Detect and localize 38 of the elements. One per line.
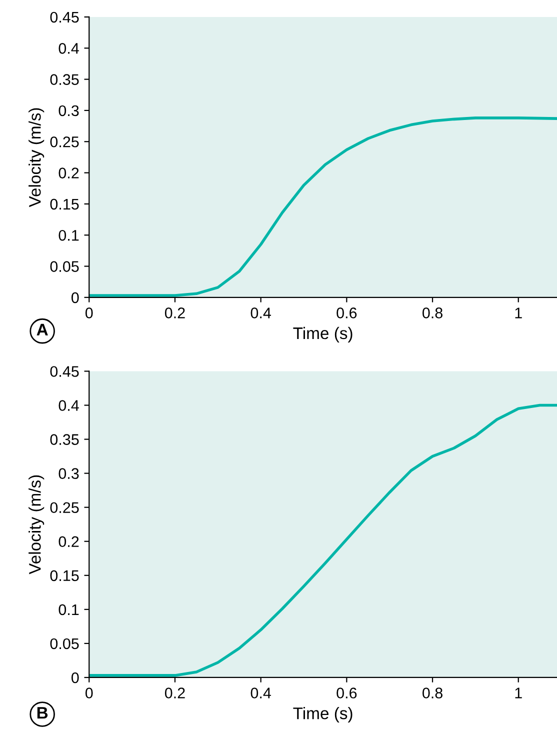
x-tick-label: 1 [515,688,522,698]
y-tick-label: 0.25 [50,502,79,514]
y-tick-label: 0 [72,292,79,304]
x-tick-label: 0 [85,308,93,318]
text: A [36,324,48,336]
x-tick-label: 1 [515,308,522,318]
x-tick-label: 0.6 [336,688,357,698]
y-tick-label: 0.35 [50,434,79,445]
y-tick-label: 0.35 [50,74,79,85]
y-tick-label: 0.05 [50,261,79,272]
y-tick-label: 0.2 [58,536,79,548]
x-tick-label: 0.8 [422,688,442,698]
x-tick-label: 0.2 [164,308,185,318]
y-tick-label: 0.25 [50,136,79,148]
y-tick-label: 0.2 [58,168,79,178]
x-tick-label: 0.6 [336,308,357,318]
x-tick-label: 0.8 [422,308,442,318]
y-tick-label: 0.1 [58,230,79,241]
y-tick-label: 0.3 [58,468,79,479]
y-tick-label: 0.4 [58,43,79,54]
x-tick-label: 0.4 [250,308,271,318]
text: B [37,707,48,719]
y-tick-label: 0 [72,672,79,684]
x-tick-label: 0.4 [250,688,271,698]
y-axis-title: Velocity (m/s) [28,108,44,208]
y-tick-label: 0.1 [58,604,79,616]
x-axis-title: Time (s) [293,707,352,723]
y-tick-label: 0.4 [58,400,79,411]
x-tick-label: 0.2 [164,688,185,698]
y-tick-label: 0.15 [50,198,79,210]
y-tick-label: 0.45 [50,366,79,377]
x-axis-title: Time (s) [293,326,352,342]
x-tick-label: 0 [85,688,93,698]
y-axis-title: Velocity (m/s) [28,475,44,574]
y-tick-label: 0.3 [58,105,79,116]
y-tick-label: 0.15 [50,570,79,582]
y-tick-label: 0.05 [50,638,79,650]
y-tick-label: 0.45 [50,12,79,23]
